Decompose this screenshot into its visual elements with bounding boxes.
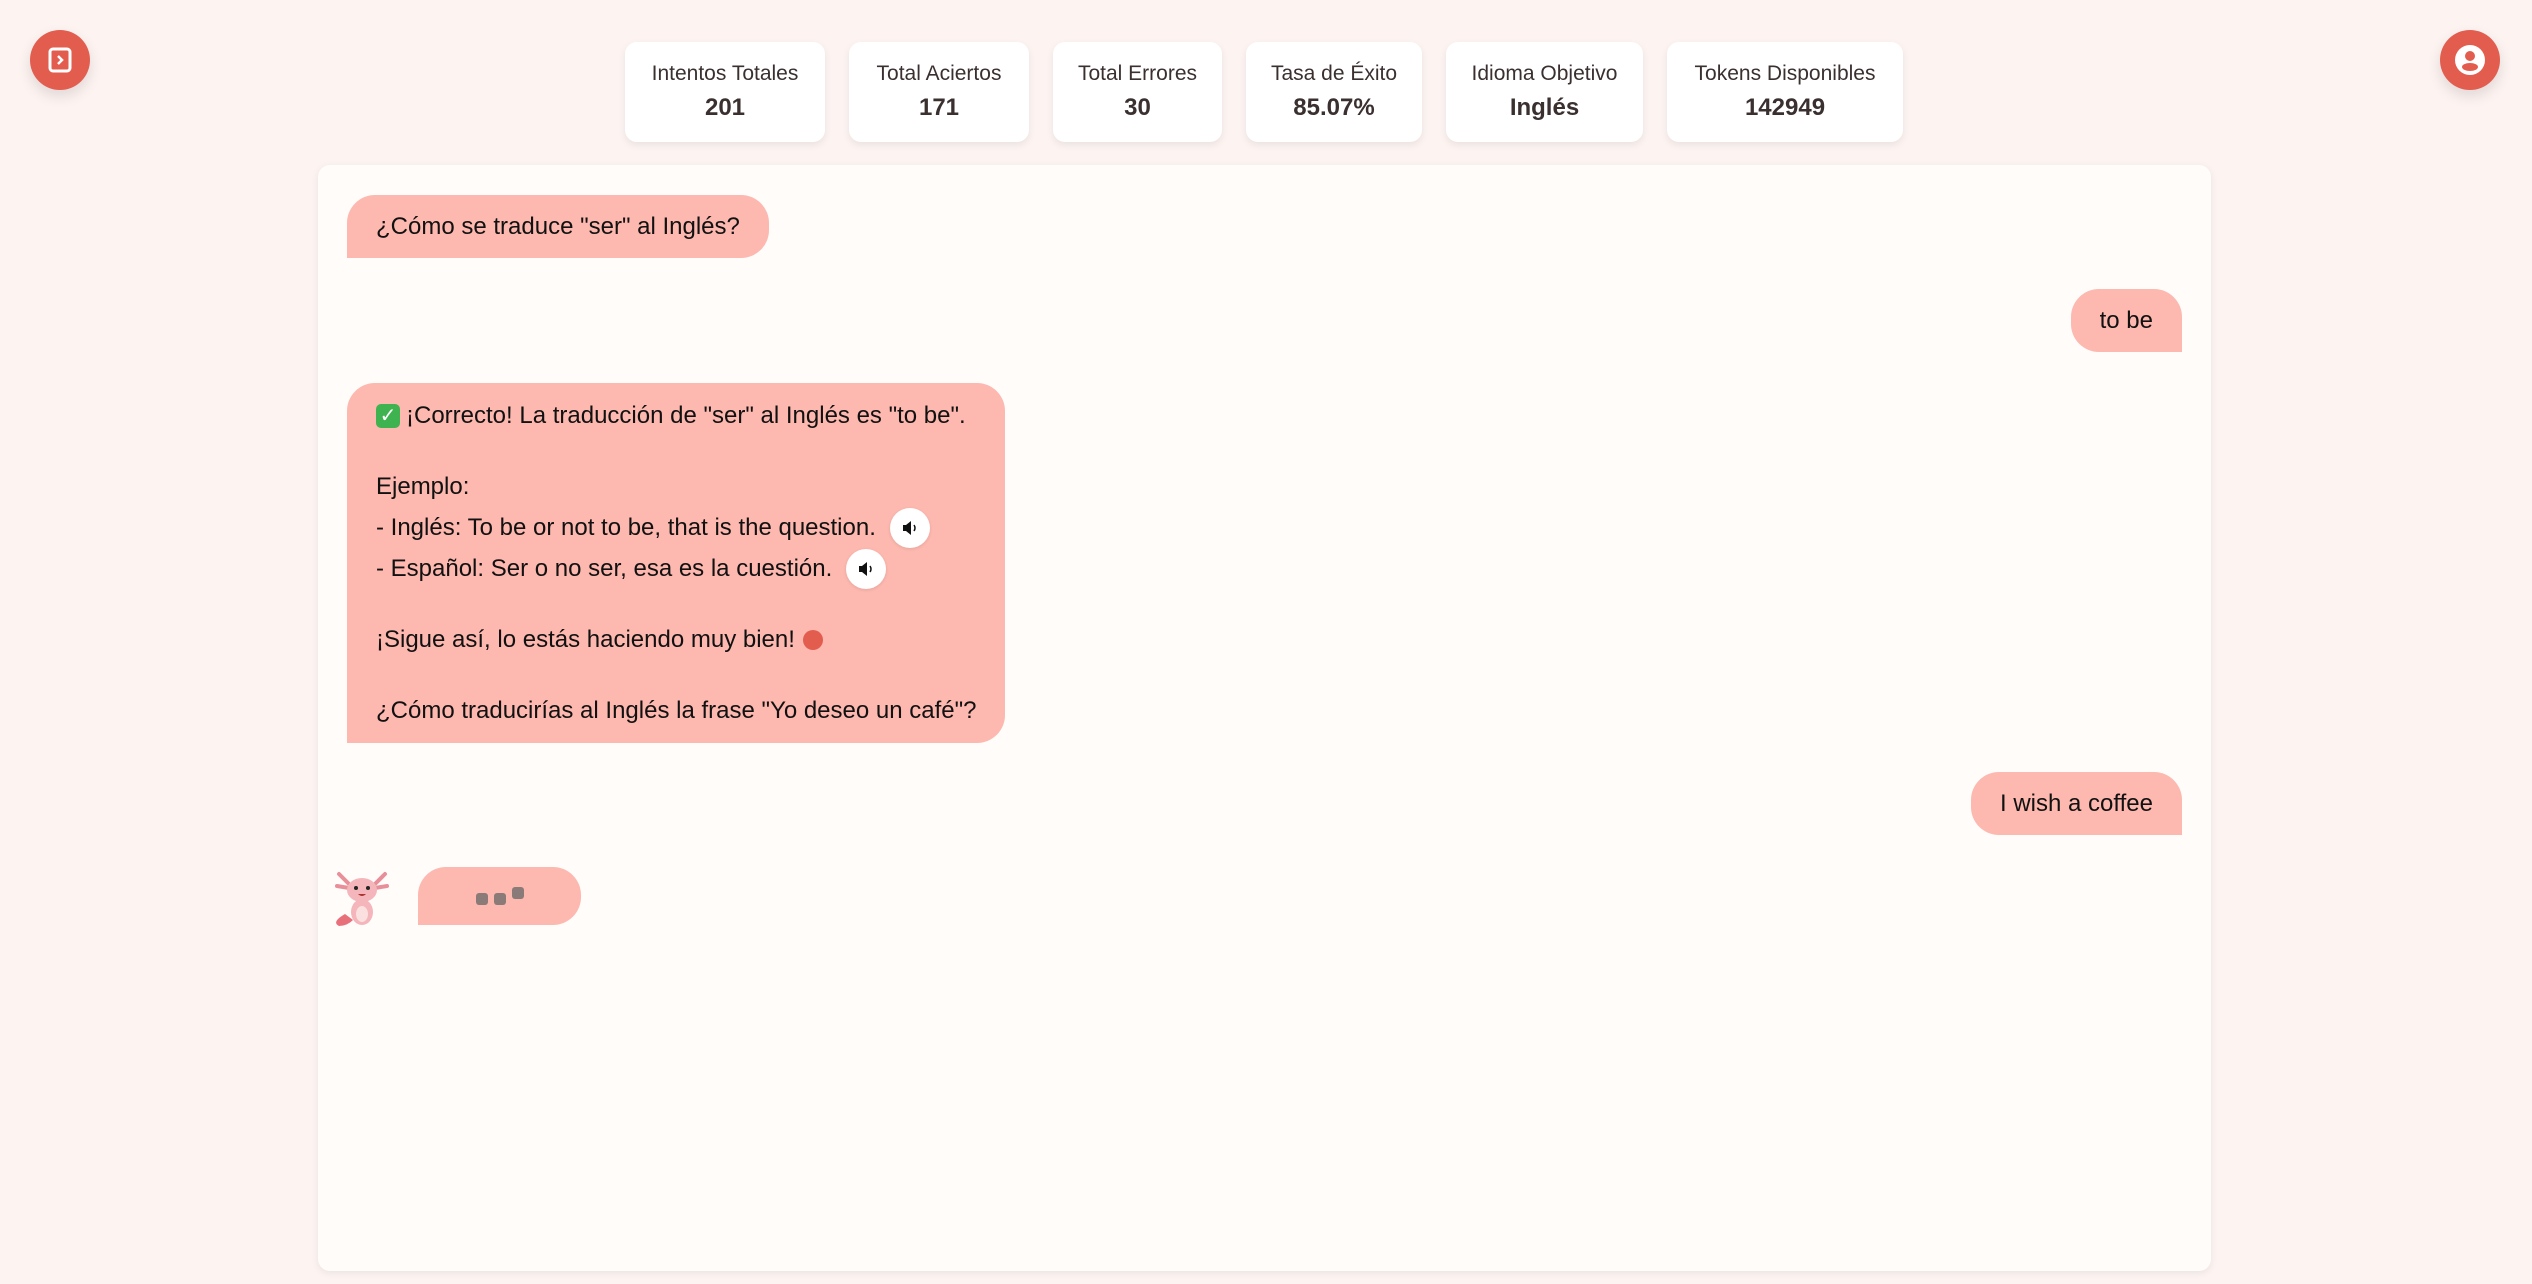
stat-label: Total Errores bbox=[1077, 62, 1198, 85]
stat-label: Total Aciertos bbox=[876, 62, 1002, 85]
stat-value: 142949 bbox=[1744, 94, 1826, 121]
stat-card-success-rate: Tasa de Éxito 85.07% bbox=[1246, 42, 1422, 142]
message-text: ¿Cómo traducirías al Inglés la frase "Yo… bbox=[376, 697, 977, 724]
axolotl-avatar-icon bbox=[335, 872, 389, 926]
message-text: ¡Sigue así, lo estás haciendo muy bien! bbox=[376, 626, 795, 653]
user-message: I wish a coffee bbox=[1971, 772, 2182, 835]
stats-bar: Intentos Totales 201 Total Aciertos 171 To… bbox=[625, 42, 1903, 142]
stat-card-attempts: Intentos Totales 201 bbox=[625, 42, 825, 142]
stat-value: 30 bbox=[1124, 94, 1151, 121]
stat-card-correct: Total Aciertos 171 bbox=[849, 42, 1029, 142]
typing-indicator bbox=[418, 867, 581, 925]
user-circle-icon bbox=[2455, 45, 2485, 75]
stat-card-tokens: Tokens Disponibles 142949 bbox=[1667, 42, 1903, 142]
stat-label: Idioma Objetivo bbox=[1471, 62, 1618, 85]
play-audio-spanish-button[interactable] bbox=[846, 548, 887, 589]
stat-label: Intentos Totales bbox=[651, 62, 799, 85]
stat-value: Inglés bbox=[1509, 94, 1580, 121]
stat-label: Tokens Disponibles bbox=[1694, 62, 1876, 85]
stat-card-errors: Total Errores 30 bbox=[1053, 42, 1222, 142]
bot-message: ✓ ¡Correcto! La traducción de "ser" al In… bbox=[347, 383, 1006, 743]
typing-dots bbox=[475, 887, 524, 905]
speaker-icon bbox=[902, 520, 916, 535]
speaker-icon bbox=[859, 561, 873, 576]
profile-button[interactable] bbox=[2440, 30, 2500, 90]
sidebar-toggle-icon bbox=[48, 47, 72, 73]
message-text: Ejemplo: bbox=[376, 473, 470, 500]
stat-value: 171 bbox=[918, 94, 960, 121]
bot-message: ¿Cómo se traduce "ser" al Inglés? bbox=[347, 195, 769, 258]
chat-panel: ¿Cómo se traduce "ser" al Inglés? to be … bbox=[318, 165, 2211, 1271]
play-audio-english-button[interactable] bbox=[889, 507, 930, 548]
user-message: to be bbox=[2070, 289, 2182, 352]
stat-card-target-language: Idioma Objetivo Inglés bbox=[1446, 42, 1643, 142]
stat-value: 85.07% bbox=[1293, 94, 1375, 121]
stat-label: Tasa de Éxito bbox=[1270, 62, 1398, 85]
message-text: ¡Correcto! La traducción de "ser" al Ing… bbox=[406, 402, 966, 429]
message-text: - Inglés: To be or not to be, that is th… bbox=[376, 514, 876, 541]
smile-emoji-icon bbox=[802, 629, 823, 650]
message-text: - Español: Ser o no ser, esa es la cuest… bbox=[376, 555, 833, 582]
sidebar-toggle-button[interactable] bbox=[30, 30, 90, 90]
stat-value: 201 bbox=[704, 94, 746, 121]
check-mark-icon: ✓ bbox=[376, 403, 400, 428]
